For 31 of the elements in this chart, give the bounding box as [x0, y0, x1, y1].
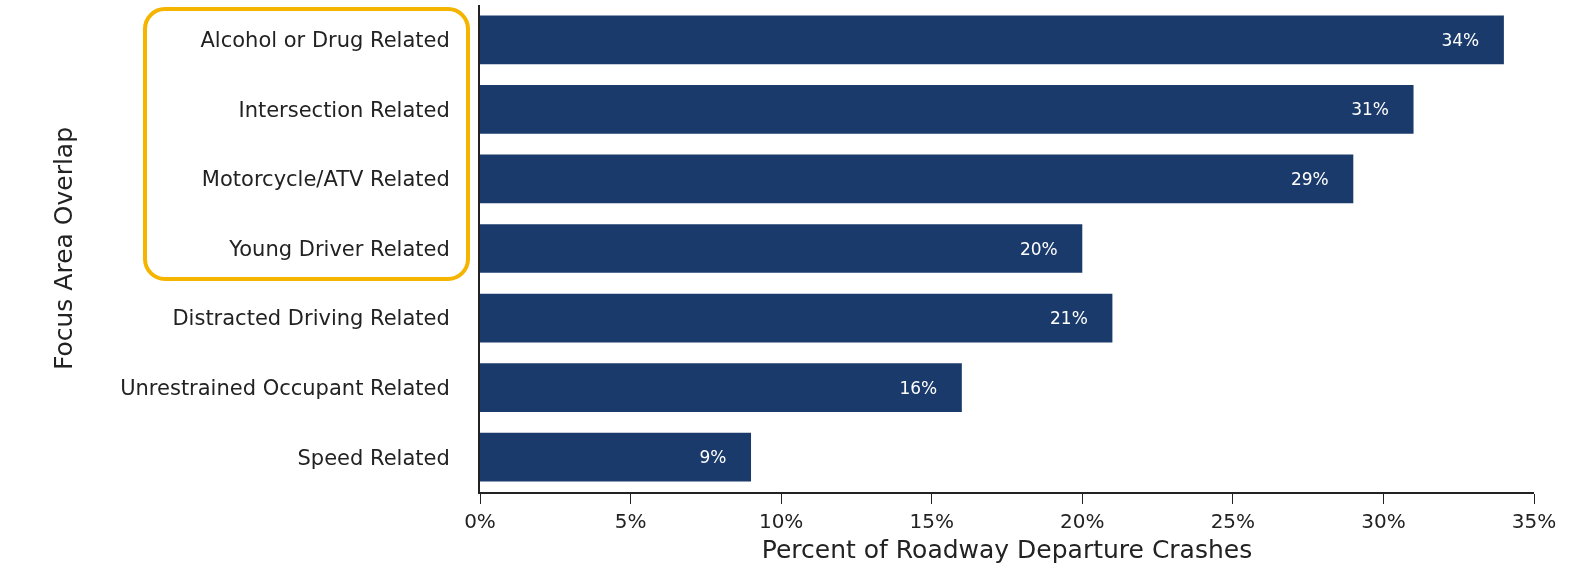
x-tick-label: 35%	[1511, 509, 1557, 533]
x-tick-label: 5%	[614, 509, 647, 533]
x-tick-label: 25%	[1210, 509, 1256, 533]
y-tick-label: Distracted Driving Related	[172, 306, 450, 331]
y-tick-label: Speed Related	[297, 445, 450, 470]
x-tick-label: 20%	[1060, 509, 1105, 533]
bar	[480, 363, 962, 412]
bar	[480, 154, 1354, 204]
data-label: 16%	[899, 377, 959, 398]
y-tick-label: Alcohol or Drug Related	[200, 28, 450, 53]
y-tick-label: Intersection Related	[238, 97, 450, 122]
y-tick-label: Young Driver Related	[228, 236, 450, 261]
data-label: 9%	[699, 447, 749, 468]
bar	[480, 15, 1504, 65]
x-tick-label: 0%	[464, 509, 496, 533]
bar	[480, 224, 1083, 273]
bar	[480, 432, 752, 482]
bar	[480, 85, 1414, 134]
y-tick-label: Motorcycle/ATV Related	[201, 167, 450, 192]
x-axis-title: Percent of Roadway Departure Crashes	[761, 534, 1253, 564]
data-label: 34%	[1441, 29, 1501, 50]
y-axis-title: Focus Area Overlap	[49, 126, 79, 371]
data-label: 21%	[1049, 308, 1110, 329]
bar	[480, 293, 1113, 343]
data-label: 20%	[1019, 238, 1080, 259]
x-tick-label: 15%	[909, 509, 954, 533]
data-label: 29%	[1290, 168, 1351, 189]
x-tick-label: 10%	[758, 509, 804, 533]
y-tick-label: Unrestrained Occupant Related	[120, 375, 450, 400]
x-tick-label: 30%	[1361, 509, 1406, 533]
data-label: 31%	[1351, 99, 1411, 120]
